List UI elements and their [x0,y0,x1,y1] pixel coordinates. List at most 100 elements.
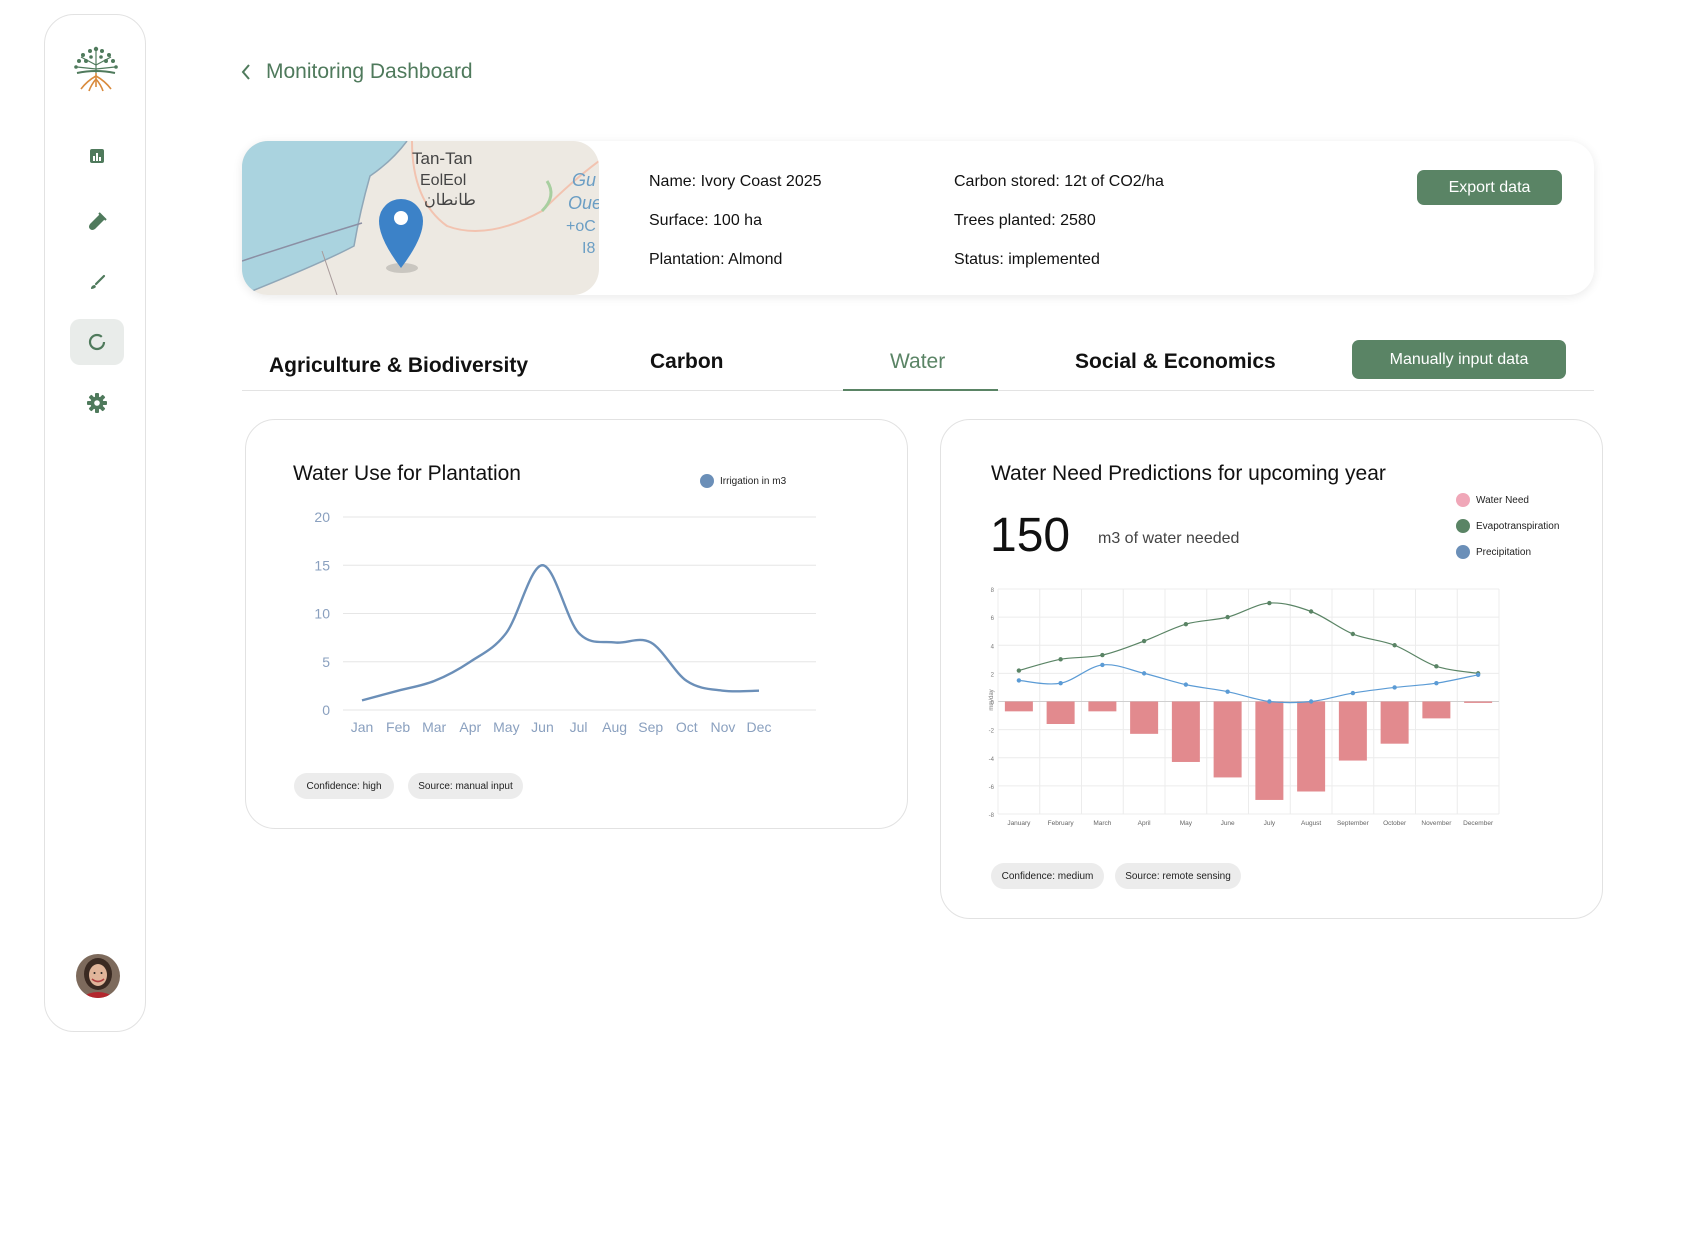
x-tick-label: Aug [602,719,627,735]
x-tick-label: Feb [386,719,410,735]
legend-label-precipitation: Precipitation [1476,546,1532,558]
trees-planted: Trees planted: 2580 [954,212,1096,229]
sidebar [44,14,146,1032]
precipitation-point [1392,685,1397,690]
legend-evapotranspiration: Evapotranspiration [1456,519,1559,533]
y-tick-label: 8 [991,588,995,594]
legend-water-need: Water Need [1456,493,1529,507]
water-need-bar [1130,701,1159,734]
x-tick-label: May [493,719,519,735]
legend-label-water-need: Water Need [1476,494,1529,506]
y-tick-label: -6 [989,785,995,791]
water-need-bar [1213,701,1242,778]
water-need-bar [1422,701,1451,719]
legend-dot-precipitation [1456,545,1470,559]
nav-settings[interactable] [70,380,124,426]
precipitation-point [1016,678,1022,683]
x-tick-label: October [1383,820,1407,827]
map-label-oued-1: Gu [572,170,596,190]
active-tab-indicator [843,389,998,391]
precipitation-point [1267,699,1272,704]
legend-dot-evapotranspiration [1456,519,1470,533]
x-tick-label: March [1093,820,1111,827]
project-map[interactable]: Tan-Tan EolEol طانطان Gu Oue +oC I8 [242,141,599,295]
flask-icon [89,212,107,230]
evapotranspiration-point [1225,614,1230,620]
x-tick-label: September [1337,820,1370,827]
evapotranspiration-point [1350,631,1356,637]
tab-water[interactable]: Water [890,350,946,373]
legend-dot-water-need [1456,493,1470,507]
evapotranspiration-point [1267,600,1272,606]
evapotranspiration-point [1100,652,1105,658]
water-need-title: Water Need Predictions for upcoming year [991,462,1386,485]
x-tick-label: Dec [747,719,772,735]
avatar[interactable] [76,954,120,998]
water-need-bar [1046,701,1075,724]
series-line-irrigation [361,564,760,702]
x-tick-label: December [1463,820,1494,827]
evapotranspiration-point [1434,664,1439,669]
tab-agriculture-biodiversity[interactable]: Agriculture & Biodiversity [269,354,529,377]
gear-icon [87,393,107,413]
x-tick-label: June [1221,820,1235,827]
nav-cycle[interactable] [70,319,124,365]
water-use-legend: Irrigation in m3 [700,474,786,488]
tab-social-economics[interactable]: Social & Economics [1075,350,1276,373]
y-tick-label: 0 [991,701,995,707]
confidence-badge: Confidence: high [294,773,394,799]
map-label-oued-4: I8 [582,240,595,257]
x-tick-label: July [1264,820,1276,827]
y-tick-label: 15 [314,557,330,573]
carbon-stored: Carbon stored: 12t of CO2/ha [954,173,1164,190]
x-tick-label: Jan [351,719,374,735]
tab-carbon[interactable]: Carbon [650,350,724,373]
page-title: Monitoring Dashboard [266,60,473,83]
y-tick-label: 10 [314,606,330,622]
nav-lab[interactable] [70,199,124,245]
y-tick-label: -2 [989,729,995,735]
water-need-bar [1171,701,1200,762]
map-label-tifinagh: EolEol [420,172,466,189]
precipitation-point [1308,699,1314,704]
y-tick-label: 0 [322,702,330,718]
tree-logo-icon [71,43,121,95]
nav-dashboard[interactable] [70,133,124,179]
map-label-oued-3: +oC [566,218,596,235]
legend-precipitation: Precipitation [1456,545,1531,559]
nav-edit[interactable] [70,260,124,306]
evapotranspiration-point [1141,638,1147,644]
precipitation-point [1183,682,1189,687]
y-axis-label: mm/day [989,689,995,710]
export-data-button[interactable]: Export data [1417,170,1562,205]
brush-icon [91,274,106,289]
map-label-arabic: طانطان [424,192,476,209]
water-use-title: Water Use for Plantation [293,462,521,485]
water-use-card: Water Use for Plantation Irrigation in m… [245,419,908,829]
evapotranspiration-point [1392,643,1397,648]
y-tick-label: 20 [314,509,330,525]
map-label-oued-2: Oue [568,193,599,213]
precipitation-point [1434,681,1439,686]
y-tick-label: -4 [989,757,995,763]
manually-input-data-button[interactable]: Manually input data [1352,340,1566,379]
evapotranspiration-point [1016,668,1022,673]
water-need-bar [1380,701,1409,744]
x-tick-label: Mar [422,719,446,735]
project-name: Name: Ivory Coast 2025 [649,173,822,190]
precipitation-point [1350,690,1356,696]
y-tick-label: 5 [322,654,330,670]
water-need-bar [1338,701,1367,761]
water-use-chart: 0 5 10 15 20 Jan Feb Mar Apr May Jun Jul Aug Sep Oct No… [314,509,816,735]
water-need-bar [1464,701,1493,703]
water-need-bar [1255,701,1284,800]
water-need-unit: m3 of water needed [1098,530,1240,547]
back-link[interactable]: Monitoring Dashboard [240,60,473,84]
water-need-card: Water Need Predictions for upcoming year… [940,419,1603,919]
evapotranspiration-point [1308,609,1314,614]
x-tick-label: Jul [570,719,588,735]
water-need-value: 150 [990,509,1071,562]
evapotranspiration-point [1058,657,1063,662]
x-tick-label: January [1007,820,1031,827]
water-need-bar [1088,701,1117,712]
